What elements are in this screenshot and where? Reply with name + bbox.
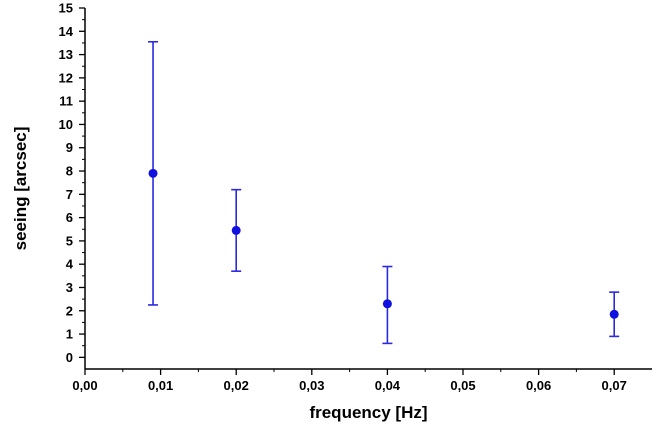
y-tick-label: 2	[66, 303, 73, 318]
error-bars	[148, 40, 620, 345]
data-point	[609, 309, 619, 319]
y-axis-title: seeing [arcsec]	[11, 127, 30, 251]
y-tick-label: 10	[59, 117, 73, 132]
data-point	[231, 225, 241, 235]
x-tick-label: 0,05	[450, 378, 475, 393]
y-tick-label: 8	[66, 164, 73, 179]
x-tick-label: 0,02	[224, 378, 249, 393]
axes	[84, 8, 652, 370]
data-point	[148, 168, 158, 178]
data-points	[148, 168, 619, 319]
x-tick-label: 0,06	[526, 378, 551, 393]
y-tick-label: 11	[59, 94, 73, 109]
y-tick-label: 3	[66, 280, 73, 295]
y-tick-label: 14	[59, 24, 74, 39]
y-tick-label: 13	[59, 47, 73, 62]
y-tick-label: 7	[66, 187, 73, 202]
y-tick-label: 5	[66, 233, 73, 248]
x-axis-title: frequency [Hz]	[309, 403, 427, 422]
y-tick-label: 15	[59, 1, 73, 16]
x-tick-label: 0,04	[375, 378, 401, 393]
y-tick-label: 9	[66, 140, 73, 155]
x-tick-label: 0,01	[148, 378, 173, 393]
x-tick-label: 0,03	[299, 378, 324, 393]
y-tick-label: 12	[59, 70, 73, 85]
y-tick-label: 4	[66, 257, 74, 272]
y-tick-label: 6	[66, 210, 73, 225]
x-tick-label: 0,07	[602, 378, 627, 393]
y-tick-label: 0	[66, 350, 73, 365]
x-tick-label: 0,00	[72, 378, 97, 393]
x-ticks: 0,00 0,01 0,02 0,03 0,04 0,05 0,06 0,07	[72, 369, 627, 393]
y-tick-label: 1	[66, 327, 73, 342]
data-point	[382, 299, 392, 309]
